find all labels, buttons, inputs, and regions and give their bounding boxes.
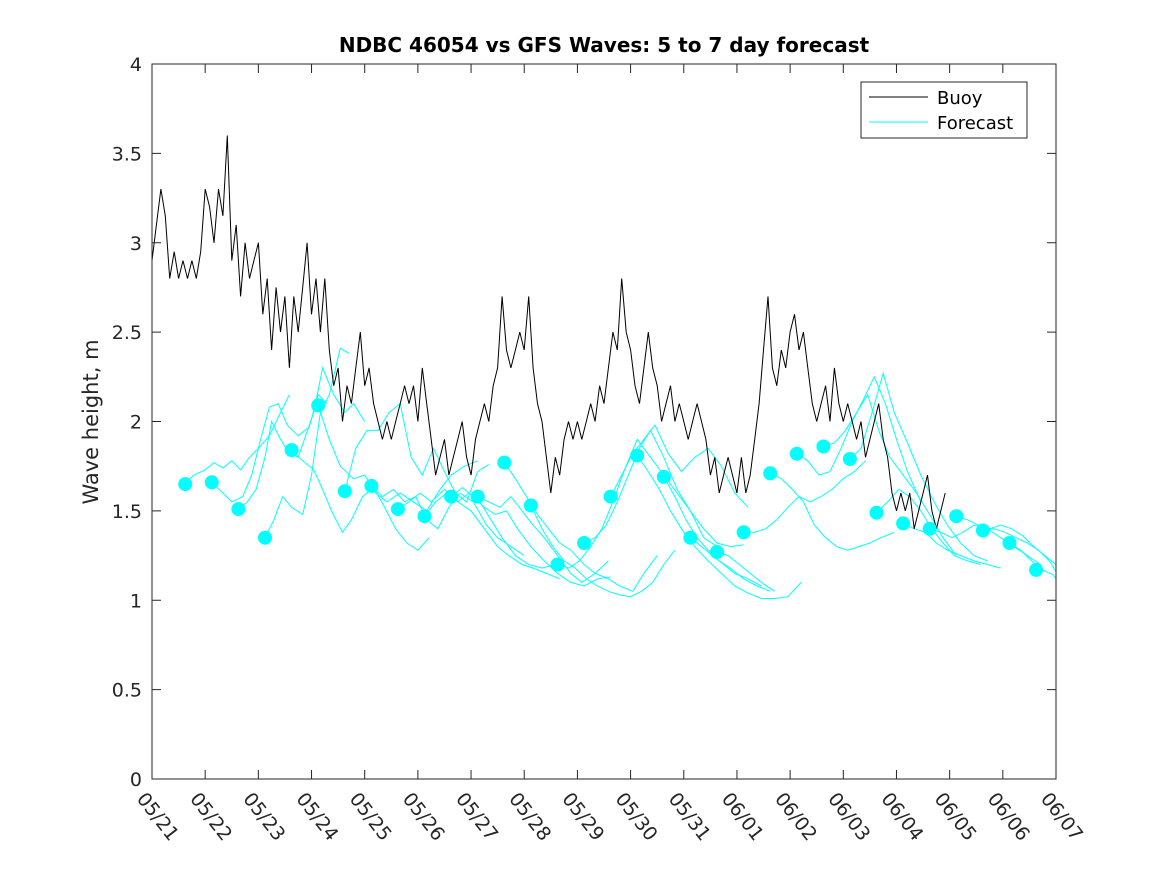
y-axis-label: Wave height, m bbox=[79, 339, 103, 504]
forecast-line-11 bbox=[477, 495, 609, 584]
x-tick-label: 05/25 bbox=[345, 789, 396, 846]
forecast-markers bbox=[178, 398, 1044, 577]
forecast-line-19 bbox=[690, 537, 762, 587]
y-tick-label: 4 bbox=[130, 54, 142, 76]
legend-buoy-label: Buoy bbox=[937, 88, 983, 109]
forecast-line-25 bbox=[849, 371, 988, 562]
forecast-marker-4 bbox=[284, 443, 299, 458]
x-tick-label: 06/01 bbox=[717, 789, 768, 846]
forecast-line-4 bbox=[291, 449, 430, 551]
plot-area bbox=[152, 64, 1056, 779]
forecast-marker-28 bbox=[922, 521, 937, 536]
forecast-marker-17 bbox=[630, 448, 645, 463]
forecast-marker-29 bbox=[949, 509, 964, 524]
x-tick-label: 06/03 bbox=[823, 789, 874, 846]
y-tick-label: 1 bbox=[130, 590, 142, 612]
forecast-marker-30 bbox=[975, 523, 990, 538]
legend: Buoy Forecast bbox=[860, 81, 1028, 139]
forecast-marker-7 bbox=[364, 478, 379, 493]
x-tick-label: 05/28 bbox=[504, 789, 555, 846]
forecast-line-13 bbox=[530, 505, 676, 598]
y-tick-label: 3 bbox=[130, 233, 142, 255]
x-tick-label: 05/24 bbox=[292, 789, 343, 846]
forecast-marker-10 bbox=[444, 489, 459, 504]
forecast-line-1 bbox=[211, 393, 328, 503]
forecast-marker-18 bbox=[656, 469, 671, 484]
x-tick-label: 05/30 bbox=[611, 789, 662, 846]
y-tick-label: 1.5 bbox=[112, 501, 142, 523]
forecast-marker-11 bbox=[470, 489, 485, 504]
x-tick-label: 06/06 bbox=[983, 789, 1034, 846]
forecast-line-27 bbox=[902, 522, 1001, 569]
x-tick-label: 06/05 bbox=[930, 789, 981, 846]
forecast-marker-1 bbox=[204, 475, 219, 490]
forecast-marker-31 bbox=[1002, 536, 1017, 550]
forecast-marker-19 bbox=[683, 530, 698, 545]
forecast-line-17 bbox=[636, 455, 802, 599]
y-tick-label: 0.5 bbox=[112, 680, 142, 702]
x-tick-label: 05/22 bbox=[185, 789, 236, 846]
x-tick-label: 05/31 bbox=[664, 789, 715, 846]
x-tick-label: 05/29 bbox=[557, 789, 608, 846]
y-tick-label: 3.5 bbox=[112, 143, 142, 165]
forecast-marker-5 bbox=[311, 398, 326, 413]
forecast-marker-24 bbox=[816, 439, 831, 454]
buoy-series bbox=[151, 135, 946, 529]
x-tick-label: 05/21 bbox=[132, 789, 183, 846]
legend-forecast-label: Forecast bbox=[937, 113, 1013, 134]
forecast-marker-9 bbox=[417, 509, 432, 524]
chart-title: NDBC 46054 vs GFS Waves: 5 to 7 day fore… bbox=[339, 33, 870, 57]
forecast-marker-14 bbox=[550, 557, 565, 572]
y-tick-label: 2 bbox=[130, 412, 142, 434]
forecast-line-15 bbox=[583, 429, 744, 548]
forecast-marker-8 bbox=[390, 502, 405, 517]
y-tick-label: 2.5 bbox=[112, 322, 142, 344]
legend-box bbox=[860, 81, 1028, 139]
forecast-marker-16 bbox=[603, 489, 618, 504]
forecast-line-21 bbox=[743, 460, 866, 533]
buoy-line bbox=[151, 135, 946, 529]
forecast-marker-25 bbox=[842, 452, 857, 466]
forecast-marker-32 bbox=[1029, 562, 1044, 577]
x-tick-label: 05/26 bbox=[398, 789, 449, 846]
forecast-marker-15 bbox=[577, 536, 592, 550]
forecast-line-8 bbox=[397, 488, 560, 580]
x-tick-label: 05/27 bbox=[451, 789, 502, 846]
x-tick-label: 06/02 bbox=[770, 789, 821, 846]
forecast-marker-26 bbox=[869, 505, 884, 520]
forecast-marker-3 bbox=[258, 530, 272, 545]
forecast-marker-2 bbox=[231, 502, 246, 517]
forecast-line-0 bbox=[184, 394, 290, 483]
forecast-marker-6 bbox=[337, 484, 352, 499]
x-tick-label: 06/07 bbox=[1036, 789, 1087, 846]
forecast-marker-0 bbox=[178, 477, 193, 492]
y-tick-label: 0 bbox=[130, 769, 142, 791]
forecast-marker-20 bbox=[710, 545, 724, 559]
forecast-marker-27 bbox=[896, 516, 911, 531]
forecast-marker-22 bbox=[763, 466, 778, 481]
x-tick-label: 05/23 bbox=[238, 789, 289, 846]
forecast-line-7 bbox=[371, 485, 525, 557]
forecast-line-22 bbox=[769, 472, 895, 551]
forecast-line-20 bbox=[716, 551, 775, 592]
plot-background bbox=[152, 64, 1056, 779]
x-tick-label: 06/04 bbox=[877, 789, 928, 846]
forecast-line-5 bbox=[317, 405, 478, 512]
forecast-marker-13 bbox=[523, 498, 538, 513]
forecast-line-6 bbox=[344, 402, 490, 503]
forecast-marker-21 bbox=[736, 525, 751, 540]
forecast-line-30 bbox=[982, 528, 1057, 572]
forecast-line-3 bbox=[264, 347, 350, 538]
forecast-marker-23 bbox=[789, 446, 804, 461]
forecast-marker-12 bbox=[497, 455, 512, 470]
